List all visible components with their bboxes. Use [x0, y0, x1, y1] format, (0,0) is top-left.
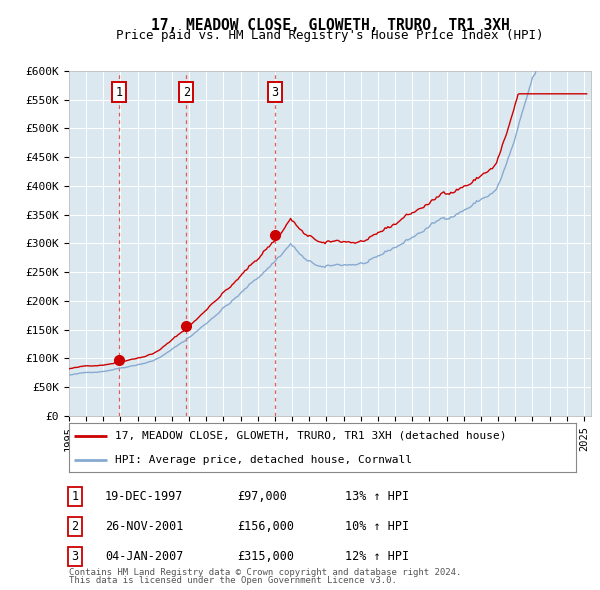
Text: £315,000: £315,000 [237, 550, 294, 563]
Text: Contains HM Land Registry data © Crown copyright and database right 2024.: Contains HM Land Registry data © Crown c… [69, 568, 461, 577]
Text: 2: 2 [183, 86, 190, 99]
Text: 3: 3 [271, 86, 278, 99]
Text: 17, MEADOW CLOSE, GLOWETH, TRURO, TR1 3XH: 17, MEADOW CLOSE, GLOWETH, TRURO, TR1 3X… [151, 18, 509, 32]
Text: 2: 2 [71, 520, 79, 533]
Text: 12% ↑ HPI: 12% ↑ HPI [345, 550, 409, 563]
Text: 3: 3 [71, 550, 79, 563]
Text: £97,000: £97,000 [237, 490, 287, 503]
Text: 1: 1 [71, 490, 79, 503]
Text: 10% ↑ HPI: 10% ↑ HPI [345, 520, 409, 533]
Text: 26-NOV-2001: 26-NOV-2001 [105, 520, 184, 533]
Text: This data is licensed under the Open Government Licence v3.0.: This data is licensed under the Open Gov… [69, 576, 397, 585]
Text: HPI: Average price, detached house, Cornwall: HPI: Average price, detached house, Corn… [115, 455, 412, 466]
Text: 17, MEADOW CLOSE, GLOWETH, TRURO, TR1 3XH (detached house): 17, MEADOW CLOSE, GLOWETH, TRURO, TR1 3X… [115, 431, 506, 441]
Text: 1: 1 [115, 86, 122, 99]
Text: £156,000: £156,000 [237, 520, 294, 533]
Text: Price paid vs. HM Land Registry's House Price Index (HPI): Price paid vs. HM Land Registry's House … [116, 30, 544, 42]
Text: 04-JAN-2007: 04-JAN-2007 [105, 550, 184, 563]
Text: 19-DEC-1997: 19-DEC-1997 [105, 490, 184, 503]
Text: 13% ↑ HPI: 13% ↑ HPI [345, 490, 409, 503]
